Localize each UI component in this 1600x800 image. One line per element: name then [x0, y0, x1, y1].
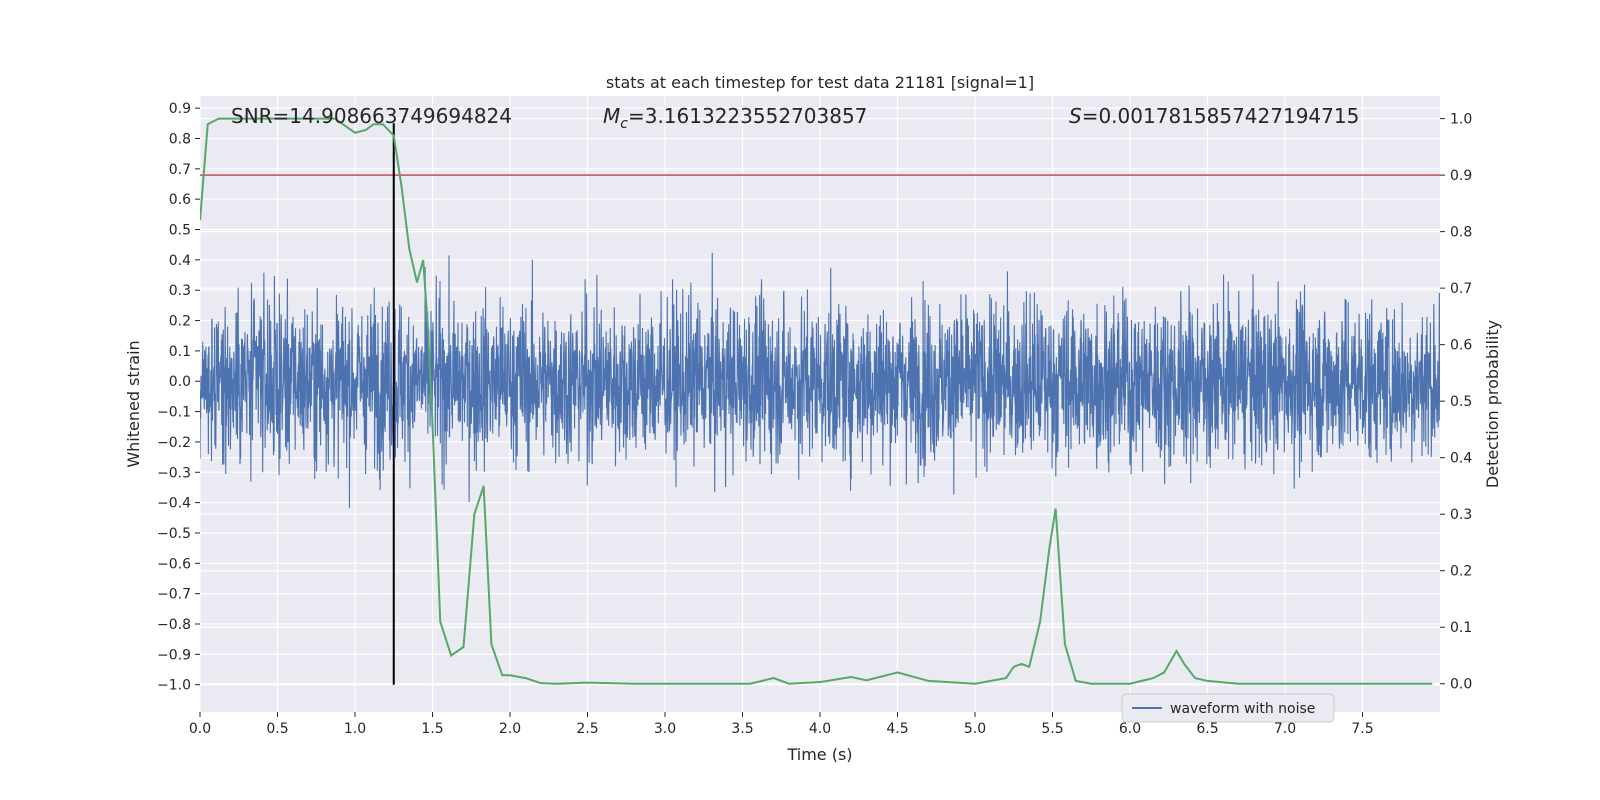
- y2-tick-label: 0.9: [1450, 168, 1472, 184]
- y2-tick-label: 0.6: [1450, 338, 1472, 354]
- y2-tick-label: 0.3: [1450, 507, 1472, 523]
- annotation-s: S=0.0017815857427194715: [1069, 104, 1359, 128]
- y-tick-label: 0.4: [169, 253, 191, 269]
- annotation-snr: SNR=14.908663749694824: [231, 104, 512, 128]
- x-tick-label: 7.5: [1351, 721, 1373, 737]
- chart-title: stats at each timestep for test data 211…: [606, 73, 1034, 92]
- x-tick-label: 5.0: [964, 721, 986, 737]
- y2-axis-label: Detection probability: [1483, 320, 1502, 488]
- waveform-series-line: [200, 252, 1440, 508]
- x-tick-label: 7.0: [1274, 721, 1296, 737]
- y2-tick-label: 0.7: [1450, 281, 1472, 297]
- y-tick-label: 0.8: [169, 131, 191, 147]
- y-tick-label: 0.2: [169, 314, 191, 330]
- y-tick-label: −0.3: [157, 465, 191, 481]
- y-tick-label: −0.4: [157, 496, 191, 512]
- x-tick-label: 6.5: [1196, 721, 1218, 737]
- x-tick-label: 2.0: [499, 721, 521, 737]
- legend: waveform with noise: [1121, 693, 1335, 723]
- legend-label-waveform: waveform with noise: [1170, 701, 1315, 717]
- y2-tick-label: 0.0: [1450, 677, 1472, 693]
- y-tick-label: 0.5: [169, 223, 191, 239]
- annotation-chirp-mass: Mc=3.1613223552703857: [603, 104, 867, 132]
- y-tick-label: 0.1: [169, 344, 191, 360]
- y2-tick-label: 0.5: [1450, 394, 1472, 410]
- y-tick-label: −0.7: [157, 587, 191, 603]
- x-tick-label: 3.5: [731, 721, 753, 737]
- y-tick-label: 0.7: [169, 162, 191, 178]
- y-tick-label: 0.6: [169, 192, 191, 208]
- legend-box: [1121, 693, 1335, 723]
- y2-tick-label: 0.1: [1450, 620, 1472, 636]
- x-tick-label: 1.5: [421, 721, 443, 737]
- y-tick-label: 0.3: [169, 283, 191, 299]
- y-axis-ticks: 0.9 0.8 0.7 0.6 0.5 0.4 0.3 0.2 0.1 0.0 −0.1 −0.2 −0…: [157, 101, 200, 694]
- y-tick-label: −0.8: [157, 617, 191, 633]
- y-tick-label: 0.9: [169, 101, 191, 117]
- x-tick-label: 4.0: [809, 721, 831, 737]
- x-axis-label: Time (s): [786, 745, 852, 764]
- x-tick-label: 2.5: [576, 721, 598, 737]
- x-tick-label: 0.5: [266, 721, 288, 737]
- y-tick-label: −1.0: [157, 678, 191, 694]
- x-tick-label: 5.5: [1041, 721, 1063, 737]
- x-axis-ticks: 0.0 0.5 1.0 1.5 2.0 2.5 3.0 3.5 4.0 4.5 5.0 5.5 6.0 6…: [189, 712, 1374, 737]
- y2-tick-label: 1.0: [1450, 112, 1472, 128]
- y2-tick-label: 0.4: [1450, 451, 1472, 467]
- y-axis-label: Whitened strain: [124, 340, 143, 467]
- y2-axis-ticks: 1.0 0.9 0.8 0.7 0.6 0.5 0.4 0.3 0.2 0.1 0.0: [1440, 112, 1472, 693]
- x-tick-label: 3.0: [654, 721, 676, 737]
- x-tick-label: 6.0: [1119, 721, 1141, 737]
- y-tick-label: −0.2: [157, 435, 191, 451]
- y2-tick-label: 0.2: [1450, 564, 1472, 580]
- y2-tick-label: 0.8: [1450, 225, 1472, 241]
- y-tick-label: −0.1: [157, 405, 191, 421]
- x-tick-label: 1.0: [344, 721, 366, 737]
- y-tick-label: −0.6: [157, 556, 191, 572]
- detection-probability-series-line: [200, 117, 1433, 685]
- y-tick-label: 0.0: [169, 374, 191, 390]
- x-tick-label: 0.0: [189, 721, 211, 737]
- x-tick-label: 4.5: [886, 721, 908, 737]
- plot-area: [200, 117, 1440, 685]
- y-tick-label: −0.5: [157, 526, 191, 542]
- y-tick-label: −0.9: [157, 647, 191, 663]
